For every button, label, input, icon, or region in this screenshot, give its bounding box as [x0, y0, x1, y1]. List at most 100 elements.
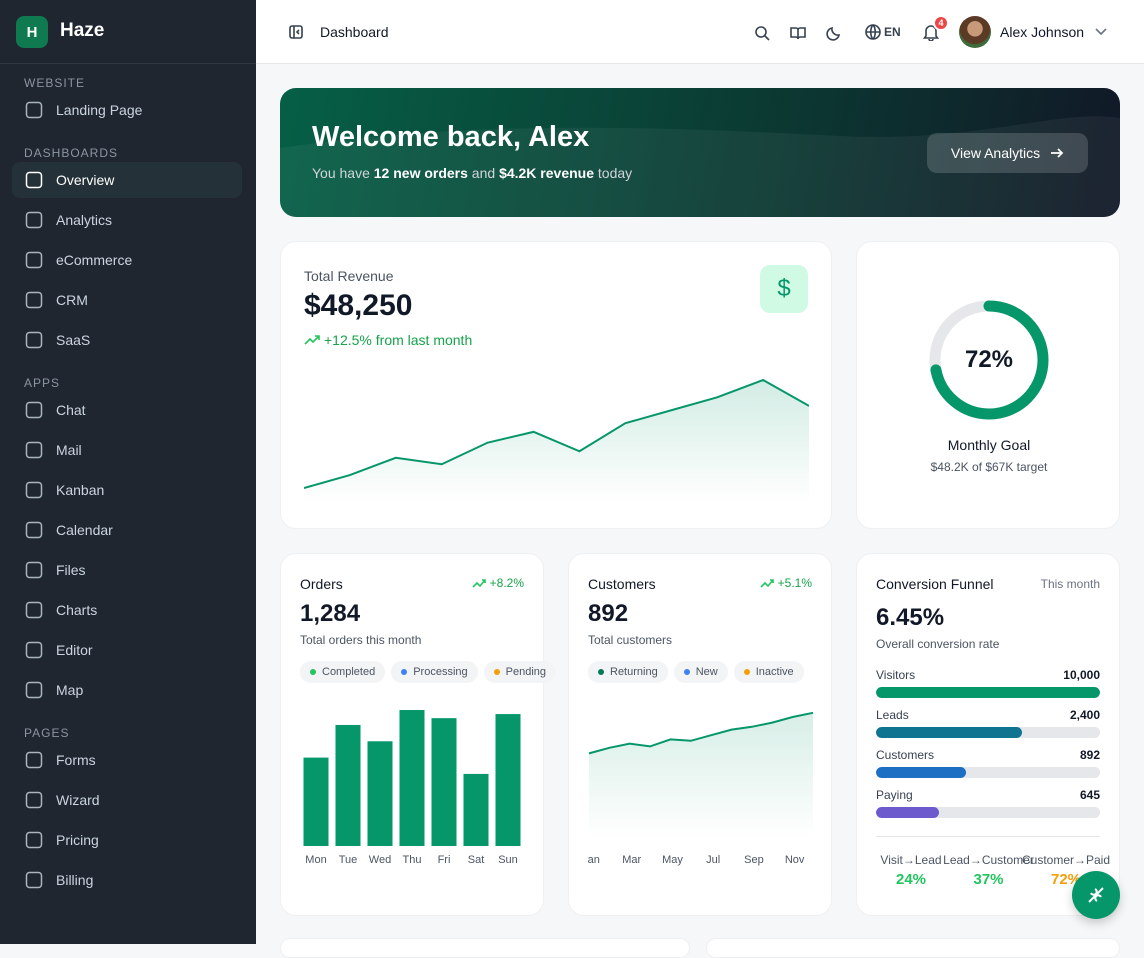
message-part: You have — [312, 165, 374, 181]
orders-card: Orders +8.2% 1,284 Total orders this month C… — [280, 553, 556, 916]
stage-value: 10,000 — [1063, 668, 1100, 682]
user-menu-chevron[interactable] — [1095, 27, 1107, 37]
nav-item[interactable]: Landing Page — [12, 92, 242, 128]
icon-shape — [25, 791, 43, 809]
button-label: View Analytics — [950, 145, 1041, 161]
nav-icon — [25, 601, 43, 619]
view-analytics-button[interactable]: View Analytics — [927, 133, 1088, 173]
message-part: today — [594, 165, 633, 181]
stage-bar — [876, 727, 1022, 738]
nav-item[interactable]: eCommerce — [12, 242, 242, 278]
nav-label: Files — [56, 562, 86, 578]
icon-shape — [25, 751, 43, 769]
brand-row — [0, 0, 256, 64]
nav-item[interactable]: Analytics — [12, 202, 242, 238]
nav-icon — [25, 791, 43, 809]
card-subtitle: Total orders this month — [300, 633, 422, 647]
nav-label: Pricing — [56, 832, 99, 848]
notification-badge: 4 — [933, 15, 949, 31]
card-change: +5.1% — [760, 576, 812, 590]
user-name[interactable]: Alex Johnson — [1000, 24, 1085, 40]
nav-item[interactable]: Charts — [12, 592, 242, 628]
legend-dot — [401, 669, 408, 675]
nav-section-title: DASHBOARDS — [24, 146, 119, 160]
settings-fab[interactable] — [1072, 871, 1120, 919]
rate-label: Customer→Paid — [1021, 853, 1111, 867]
icon-shape — [472, 579, 486, 588]
nav-item[interactable]: Pricing — [12, 822, 242, 858]
trend-icon — [304, 335, 320, 345]
x-tick-label: Sep — [744, 854, 764, 866]
nav-item[interactable]: Chat — [12, 392, 242, 428]
goal-subtitle: $48.2K of $67K target — [930, 460, 1048, 474]
legend-pill: Pending — [483, 661, 556, 683]
sidebar-toggle[interactable] — [289, 25, 303, 39]
nav-item[interactable]: Overview — [12, 162, 242, 198]
goal-percent: 72% — [964, 346, 1014, 373]
page-title: Dashboard — [320, 24, 389, 40]
stage-value: 645 — [1079, 788, 1100, 802]
nav-item[interactable]: Files — [12, 552, 242, 588]
search-icon[interactable] — [754, 25, 770, 41]
nav-label: Map — [56, 682, 84, 698]
nav-icon — [25, 101, 43, 119]
goal-title: Monthly Goal — [947, 437, 1031, 453]
legend-label: Pending — [505, 666, 546, 678]
docs-icon[interactable] — [790, 25, 806, 41]
nav-item[interactable]: Calendar — [12, 512, 242, 548]
revenue-value: $48,250 — [304, 289, 413, 322]
trend-icon — [760, 579, 774, 588]
x-tick-label: Thu — [403, 854, 422, 866]
icon-shape — [25, 521, 43, 539]
change-text: +8.2% — [489, 576, 524, 590]
icon-shape — [25, 871, 43, 889]
nav-label: eCommerce — [56, 252, 133, 268]
revenue-card: Total Revenue $48,250 +12.5% from last m… — [280, 241, 832, 529]
nav-item[interactable]: Kanban — [12, 472, 242, 508]
nav-label: Billing — [56, 872, 94, 888]
nav-icon — [25, 681, 43, 699]
icon-shape — [25, 291, 43, 309]
nav-item[interactable]: SaaS — [12, 322, 242, 358]
funnel-title: Conversion Funnel — [876, 576, 994, 592]
nav-icon — [25, 831, 43, 849]
avatar[interactable] — [959, 16, 991, 48]
nav-item[interactable]: Mail — [12, 432, 242, 468]
nav-item[interactable]: Forms — [12, 742, 242, 778]
goal-progress — [929, 300, 1049, 420]
legend-pill: Processing — [391, 661, 478, 683]
revenue-icon-box: $ — [760, 265, 808, 313]
nav-label: Editor — [56, 642, 93, 658]
nav-item[interactable]: Map — [12, 672, 242, 708]
nav-label: Landing Page — [56, 102, 143, 118]
brand-name: Haze — [60, 20, 105, 41]
legend-label: New — [695, 666, 718, 678]
language-icon[interactable] — [865, 24, 881, 40]
stage-bar — [876, 687, 1100, 698]
nav-item[interactable]: Billing — [12, 862, 242, 898]
language[interactable]: EN — [884, 25, 901, 39]
icon-shape — [25, 601, 43, 619]
nav-item[interactable]: Editor — [12, 632, 242, 668]
x-tick-label: Sun — [498, 854, 518, 866]
card-value: 892 — [588, 600, 629, 627]
line — [588, 711, 814, 755]
legend-label: Completed — [322, 666, 376, 678]
bar — [303, 757, 329, 846]
nav-item[interactable]: Wizard — [12, 782, 242, 818]
theme-icon[interactable] — [826, 25, 842, 41]
bar — [495, 714, 521, 846]
bar — [431, 718, 457, 846]
welcome-title: Welcome back, Alex — [312, 121, 590, 153]
nav-item[interactable]: CRM — [12, 282, 242, 318]
chart: Mon Tue Wed Thu Fri Sat Sun — [303, 710, 521, 866]
stage-value: 892 — [1079, 748, 1100, 762]
nav-label: Calendar — [56, 522, 113, 538]
funnel-card: Conversion Funnel This month 6.45% Overa… — [856, 553, 1120, 916]
legend-dot — [310, 669, 316, 675]
nav-label: Mail — [56, 442, 82, 458]
card-change: +8.2% — [472, 576, 524, 590]
icon-shape — [25, 441, 43, 459]
nav-section-title: PAGES — [24, 726, 70, 740]
nav-label: Chat — [56, 402, 86, 418]
